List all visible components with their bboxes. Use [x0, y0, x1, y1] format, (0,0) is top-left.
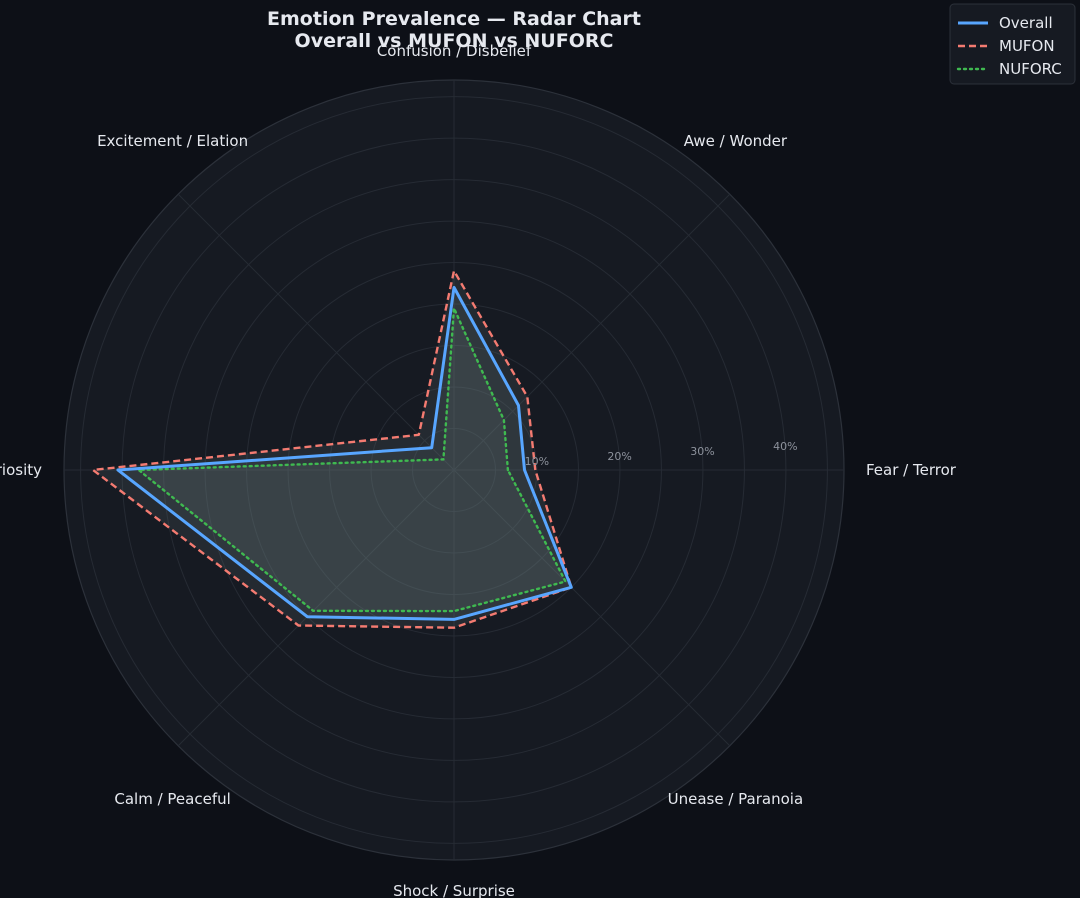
- category-label: Unease / Paranoia: [668, 790, 804, 808]
- grid-spoke: [177, 469, 455, 747]
- series-line-mufon: [91, 269, 573, 629]
- series-fill-overall: [117, 287, 572, 620]
- series-fill-mufon: [93, 270, 572, 628]
- category-label: Excitement / Elation: [97, 132, 248, 150]
- radial-tick-label: 20%: [607, 450, 631, 463]
- plot-area: 10% 20% 30% 40% Fear / Terror Awe / Wonder Con…: [0, 42, 957, 898]
- legend-label-overall: Overall: [999, 14, 1053, 32]
- radial-tick-label: 30%: [690, 445, 714, 458]
- legend-label-nuforc: NUFORC: [999, 60, 1062, 78]
- chart-title: Emotion Prevalence — Radar Chart: [267, 8, 641, 30]
- category-label: Fear / Terror: [866, 461, 957, 479]
- category-label: Shock / Surprise: [393, 882, 515, 898]
- category-label: Confusion / Disbelief: [377, 42, 532, 60]
- chart-subtitle: Overall vs MUFON vs NUFORC: [295, 30, 614, 52]
- category-label: Curiosity: [0, 461, 42, 479]
- category-label: Calm / Peaceful: [114, 790, 230, 808]
- category-label: Awe / Wonder: [684, 132, 788, 150]
- legend-label-mufon: MUFON: [999, 37, 1055, 55]
- grid-spoke: [453, 193, 731, 471]
- series-fill-nuforc: [138, 308, 566, 612]
- series-line-overall: [116, 285, 573, 621]
- legend: Overall MUFON NUFORC: [949, 3, 1076, 85]
- radial-tick-label: 10%: [525, 455, 549, 468]
- grid-spoke: [453, 469, 731, 747]
- radial-tick-label: 40%: [773, 440, 797, 453]
- grid-spoke: [177, 193, 455, 471]
